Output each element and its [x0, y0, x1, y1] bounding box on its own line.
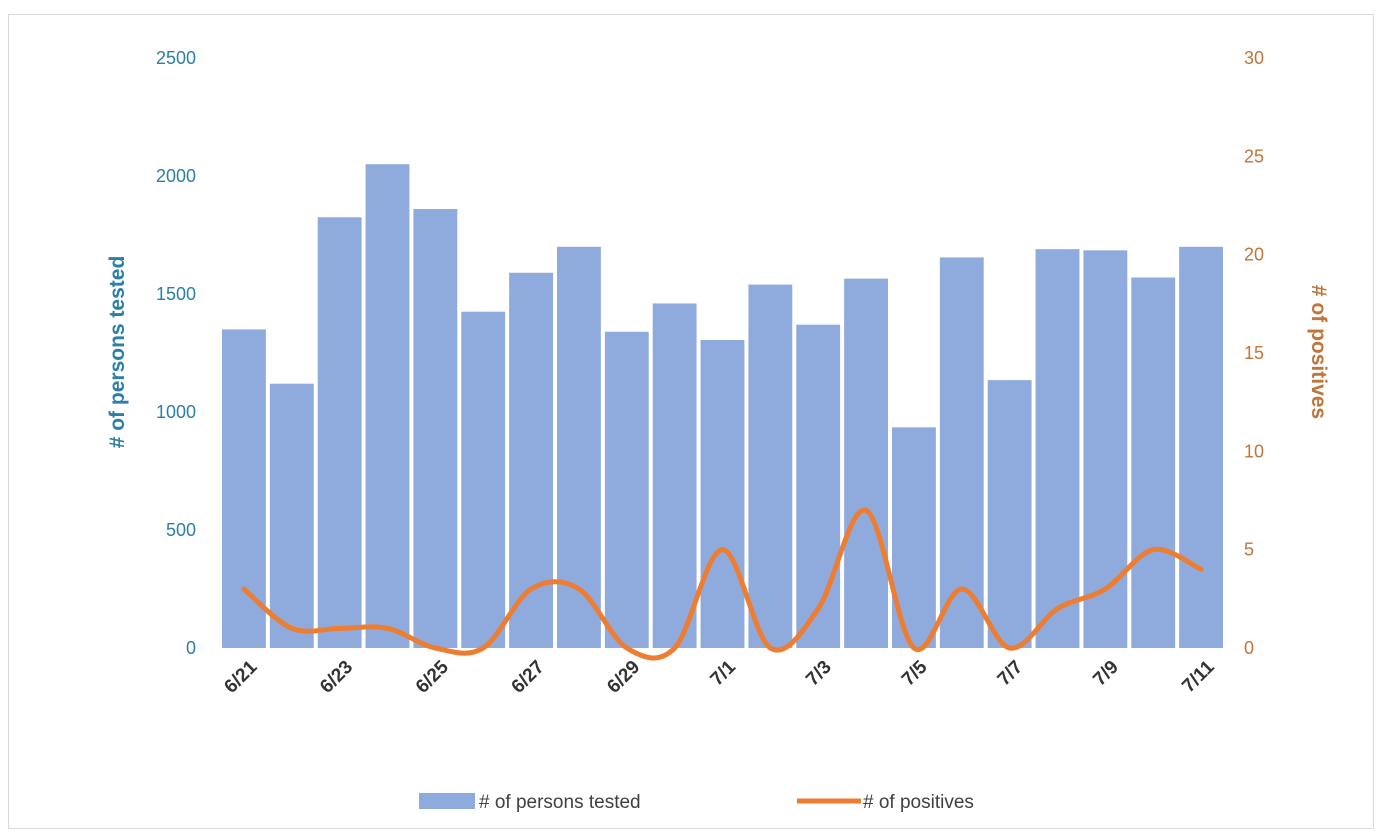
x-tick-7-5: 7/5	[898, 656, 932, 690]
bar-7-9	[1083, 250, 1128, 648]
x-tick-7-9: 7/9	[1089, 657, 1123, 691]
x-tick-7-3: 7/3	[802, 657, 836, 691]
x-tick-7-11: 7/11	[1178, 656, 1219, 697]
right-tick-5: 5	[1244, 540, 1254, 560]
left-axis-title: # of persons tested	[106, 256, 129, 449]
bar-6-22	[269, 383, 314, 648]
right-tick-10: 10	[1244, 441, 1264, 461]
left-tick-1000: 1000	[156, 402, 196, 422]
bar-7-1	[700, 340, 745, 648]
bar-6-29	[604, 331, 649, 648]
bar-7-2	[748, 284, 793, 648]
bar-7-7	[987, 380, 1032, 648]
bar-7-6	[939, 257, 984, 648]
right-tick-25: 25	[1244, 146, 1264, 166]
bar-7-8	[1035, 249, 1080, 648]
x-tick-6-27: 6/27	[508, 657, 549, 698]
left-axis-ticks: 0 500 1000 1500 2000 2500	[156, 48, 196, 658]
legend-label-persons-tested: # of persons tested	[479, 792, 641, 813]
bar-6-27	[509, 272, 553, 648]
bar-7-3	[796, 324, 841, 648]
x-tick-6-29: 6/29	[603, 657, 644, 698]
bar-7-10	[1131, 277, 1176, 648]
right-axis-title: # of positives	[1307, 285, 1330, 419]
left-tick-2500: 2500	[156, 48, 196, 68]
right-tick-20: 20	[1244, 245, 1264, 265]
legend-label-positives: # of positives	[863, 792, 974, 813]
x-tick-6-25: 6/25	[412, 656, 453, 697]
x-tick-6-23: 6/23	[316, 657, 357, 698]
positives-line	[241, 507, 1204, 661]
x-tick-7-7: 7/7	[994, 657, 1028, 691]
bar-6-21	[222, 329, 266, 648]
right-tick-30: 30	[1244, 48, 1264, 68]
bar-6-26	[461, 311, 506, 648]
bar-7-11	[1179, 246, 1223, 649]
bar-6-24	[365, 164, 410, 648]
bar-6-30	[652, 303, 697, 648]
right-tick-15: 15	[1244, 343, 1264, 363]
x-tick-6-21: 6/21	[220, 656, 261, 697]
left-tick-2000: 2000	[156, 166, 196, 186]
bar-6-25	[413, 209, 458, 649]
right-tick-0: 0	[1244, 638, 1254, 658]
bar-7-4	[844, 278, 888, 648]
bar-6-23	[317, 217, 362, 649]
x-axis-ticks: 6/21 6/23 6/25 6/27 6/29 7/1 7/3 7/5 7/7 7/9 7/11	[220, 656, 1218, 697]
left-tick-0: 0	[186, 638, 196, 658]
left-tick-500: 500	[166, 520, 196, 540]
x-tick-7-1: 7/1	[707, 656, 741, 690]
bars-layer	[222, 164, 1223, 649]
left-tick-1500: 1500	[156, 284, 196, 304]
legend: # of persons tested # of positives	[419, 792, 974, 813]
right-axis-ticks: 0 5 10 15 20 25 30	[1244, 48, 1264, 658]
legend-swatch-persons-tested	[419, 793, 475, 809]
